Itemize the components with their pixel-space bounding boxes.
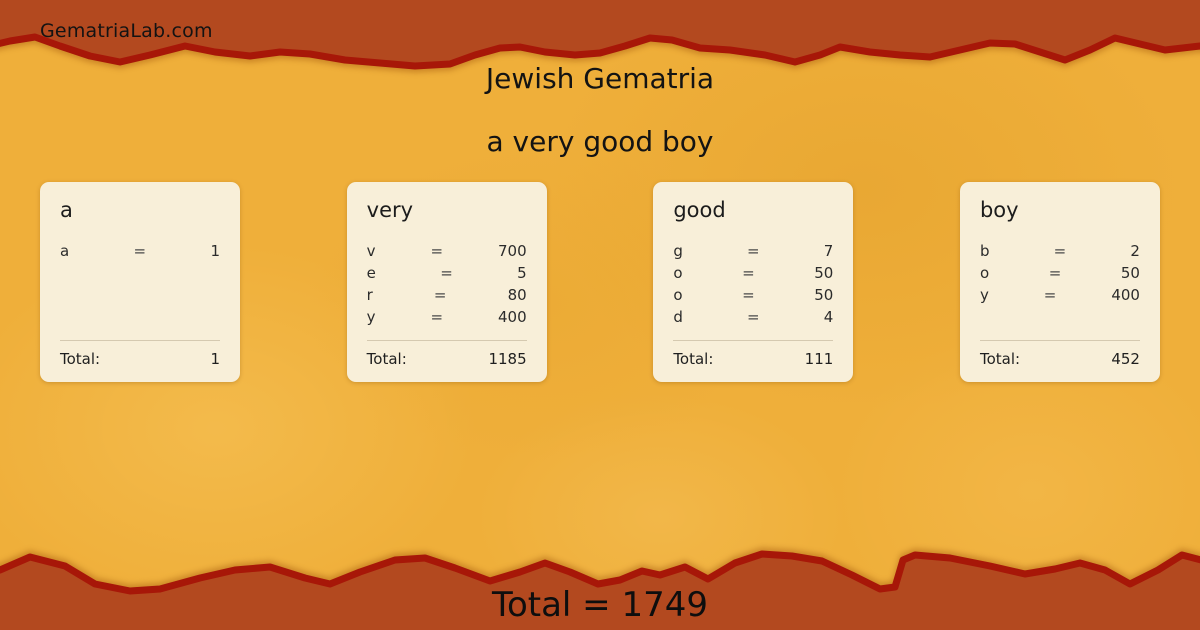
phrase-text: a very good boy (486, 125, 714, 158)
letter: o (673, 286, 683, 304)
letter-value: 400 (498, 308, 527, 326)
letter-value: 400 (1111, 286, 1140, 304)
letter: r (366, 286, 373, 304)
letter-rows: v = 700 e = 5 r = 80 y = 400 (367, 240, 527, 328)
letter: b (979, 242, 990, 260)
letter: y (366, 308, 376, 326)
word-card: boy b = 2 o = 50 y = 400 Total: 452 (959, 182, 1160, 382)
equals-sign: = (742, 264, 755, 282)
word-card: very v = 700 e = 5 r = 80 y = 400 Total: 1185 (346, 182, 547, 382)
card-total-row: Total: 452 (980, 350, 1140, 368)
letter-row: b = 2 (980, 240, 1140, 262)
word-card: a a = 1 Total: 1 (40, 182, 240, 382)
equals-sign: = (747, 242, 760, 260)
equals-sign: = (430, 308, 444, 326)
letter: y (979, 286, 989, 304)
card-divider (979, 340, 1140, 341)
letter-value: 5 (517, 264, 527, 282)
letter: d (673, 308, 683, 326)
card-divider (366, 340, 527, 341)
card-total-value: 452 (1111, 350, 1140, 368)
letter: o (673, 264, 683, 282)
equals-sign: = (1053, 242, 1067, 260)
word-title: boy (979, 198, 1019, 222)
card-divider (673, 340, 834, 341)
letter-value: 50 (1120, 264, 1140, 282)
card-total-value: 1 (210, 350, 220, 368)
card-total-value: 111 (804, 350, 834, 368)
letter-row: g = 7 (673, 240, 833, 262)
card-divider (60, 340, 220, 341)
word-title: very (366, 198, 414, 222)
equals-sign: = (742, 286, 755, 304)
word-card: good g = 7 o = 50 o = 50 d = 4 Total: 111 (653, 182, 854, 382)
site-brand-link[interactable]: GematriaLab.com (40, 20, 213, 42)
letter-value: 700 (498, 242, 527, 260)
word-title: a (60, 198, 73, 222)
letter-row: o = 50 (673, 284, 833, 306)
letter-row: o = 50 (980, 262, 1140, 284)
card-spacer (60, 262, 220, 340)
letter-value: 2 (1130, 242, 1140, 260)
letter: g (673, 242, 683, 260)
letter-row: r = 80 (367, 284, 527, 306)
grand-total-text: Total = 1749 (491, 585, 709, 625)
letter-value: 1 (210, 242, 220, 260)
letter: e (366, 264, 376, 282)
card-total-row: Total: 1185 (367, 350, 527, 368)
card-total-value: 1185 (488, 350, 527, 368)
equals-sign: = (430, 242, 444, 260)
equals-sign: = (747, 308, 760, 326)
equals-sign: = (440, 264, 453, 282)
letter-value: 50 (814, 286, 834, 304)
word-title: good (673, 198, 726, 222)
card-total-row: Total: 111 (673, 350, 833, 368)
letter-row: e = 5 (367, 262, 527, 284)
letter-row: o = 50 (673, 262, 833, 284)
equals-sign: = (133, 242, 147, 260)
card-total-label: Total: (366, 350, 407, 368)
card-spacer (980, 306, 1140, 340)
letter-row: d = 4 (673, 306, 833, 328)
card-total-row: Total: 1 (60, 350, 220, 368)
letter-row: a = 1 (60, 240, 220, 262)
cards-row: a a = 1 Total: 1 very v = 700 e = 5 r = 80 y = 400 To… (0, 182, 1200, 382)
card-spacer (673, 328, 833, 340)
card-spacer (367, 328, 527, 340)
equals-sign: = (1043, 286, 1057, 304)
card-total-label: Total: (60, 350, 101, 368)
equals-sign: = (433, 286, 447, 304)
letter-row: v = 700 (367, 240, 527, 262)
page-title: Jewish Gematria (485, 62, 715, 95)
letter-value: 80 (507, 286, 527, 304)
letter: a (60, 242, 70, 260)
letter: o (979, 264, 990, 282)
letter-value: 4 (823, 308, 834, 326)
letter-rows: b = 2 o = 50 y = 400 (980, 240, 1140, 306)
letter-rows: a = 1 (60, 240, 220, 262)
letter-value: 50 (814, 264, 834, 282)
letter: v (366, 242, 376, 260)
equals-sign: = (1048, 264, 1062, 282)
letter-rows: g = 7 o = 50 o = 50 d = 4 (673, 240, 833, 328)
letter-row: y = 400 (367, 306, 527, 328)
letter-row: y = 400 (980, 284, 1140, 306)
letter-value: 7 (823, 242, 834, 260)
card-total-label: Total: (979, 350, 1021, 368)
card-total-label: Total: (673, 350, 714, 368)
